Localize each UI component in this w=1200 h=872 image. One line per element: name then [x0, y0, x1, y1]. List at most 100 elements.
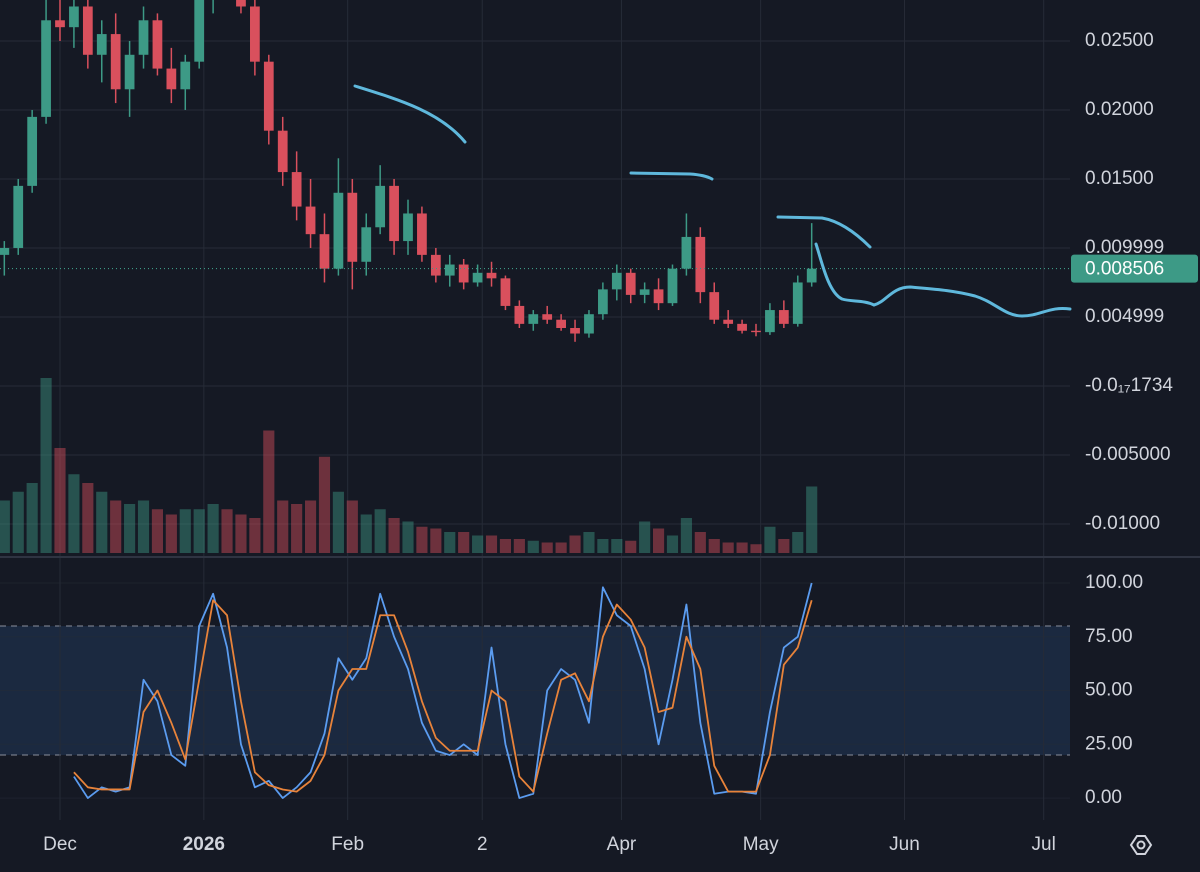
volume-bar	[485, 535, 498, 553]
candle-body	[500, 278, 511, 306]
volume-bar	[388, 518, 400, 553]
y-tick-label: 25.00	[1085, 733, 1133, 754]
volume-bar	[249, 518, 261, 553]
candle-body	[417, 213, 427, 255]
y-tick-label: -0.0₁₇1734	[1085, 375, 1173, 396]
volume-bar	[792, 532, 804, 553]
drawing-forecast	[814, 242, 1072, 318]
candle-body	[277, 130, 288, 173]
x-tick-label: 2026	[183, 834, 225, 855]
x-tick-label: Jun	[889, 834, 920, 855]
candle-body	[27, 116, 38, 186]
candle-body	[375, 185, 386, 228]
candle-body	[737, 323, 747, 331]
volume-bar	[179, 509, 191, 553]
drawing-curve	[629, 171, 714, 181]
volume-bar	[54, 448, 66, 553]
y-tick-label: 100.00	[1085, 572, 1143, 593]
candle-body	[472, 272, 483, 283]
volume-bar	[694, 532, 706, 553]
last-price-label: 0.008506	[1085, 259, 1164, 280]
candle-body	[584, 314, 594, 334]
volume-bar	[806, 486, 818, 553]
volume-bar	[430, 528, 442, 553]
x-tick-label: May	[743, 834, 779, 855]
volume-bar	[0, 500, 10, 553]
volume-bar	[639, 521, 651, 553]
volume-bar	[346, 500, 358, 553]
volume-bar	[472, 535, 484, 553]
volume-bar	[68, 474, 80, 553]
labels-layer: 0.02500 0.02000 0.01500 0.009999 0.004999 -0.…	[43, 30, 1198, 855]
settings-gear[interactable]	[1129, 835, 1153, 855]
y-tick-label: 0.009999	[1085, 237, 1164, 258]
volume-bar	[151, 509, 164, 553]
volume-bar	[165, 514, 177, 553]
candle-body	[806, 268, 817, 283]
volume-bar	[402, 521, 414, 553]
volume-bar	[652, 528, 665, 553]
candle-body	[319, 234, 330, 269]
candle-body	[347, 192, 358, 262]
candle-body	[514, 305, 525, 324]
x-tick-label: Apr	[607, 834, 637, 855]
candle-body	[709, 292, 720, 320]
candle-body	[570, 328, 580, 334]
candle-body	[695, 236, 706, 293]
stoch-line	[73, 582, 813, 799]
candle-body	[667, 268, 678, 304]
candle-body	[430, 254, 441, 276]
stoch-line	[73, 599, 813, 793]
volume-bar	[680, 518, 692, 553]
volume-bar	[277, 500, 289, 553]
volume-bar	[124, 504, 136, 553]
volume-bar	[499, 539, 512, 553]
candle-body	[82, 6, 93, 55]
y-tick-label: 0.01500	[1085, 168, 1154, 189]
candle-body	[250, 6, 260, 62]
candle-body	[361, 227, 372, 262]
x-tick-label: 2	[477, 834, 488, 855]
settings-gear-center[interactable]	[1136, 840, 1146, 850]
candle-body	[124, 54, 135, 90]
candle-body	[96, 34, 107, 55]
volume-bar	[597, 539, 609, 553]
candle-body	[598, 289, 608, 315]
x-tick-label: Feb	[331, 834, 364, 855]
y-tick-label: 0.02500	[1085, 30, 1154, 51]
volume-bar	[778, 539, 790, 553]
candle-body	[486, 272, 497, 279]
volume-bar	[332, 491, 344, 553]
candle-body	[180, 61, 191, 90]
volume-bar	[360, 514, 372, 553]
y-tick-label: 0.004999	[1085, 306, 1164, 327]
candle-body	[625, 272, 636, 295]
volume-bar	[541, 542, 553, 553]
candle-body	[152, 20, 163, 69]
volume-bar	[137, 500, 150, 553]
candle-body	[69, 6, 79, 28]
candle-body	[263, 61, 274, 131]
volume-bar	[708, 539, 720, 553]
volume-bar	[40, 378, 52, 553]
y-tick-label: 75.00	[1085, 626, 1133, 647]
candle-body	[444, 264, 455, 276]
candle-body	[528, 314, 539, 324]
candle-body	[542, 314, 553, 320]
volume-bar	[666, 535, 679, 553]
candle-body	[681, 236, 692, 269]
candle-body	[403, 213, 413, 242]
y-tick-label: 0.00	[1085, 787, 1122, 808]
volume-bar	[513, 539, 525, 553]
y-tick-label: 0.02000	[1085, 99, 1154, 120]
volume-bar	[416, 526, 428, 553]
volume-bar	[291, 504, 303, 553]
volume-bar	[750, 544, 762, 553]
volume-bar	[527, 540, 539, 553]
candle-body	[792, 282, 803, 324]
settings-icon[interactable]	[1129, 835, 1153, 855]
volume-bar	[374, 509, 386, 553]
candle-body	[723, 319, 734, 324]
